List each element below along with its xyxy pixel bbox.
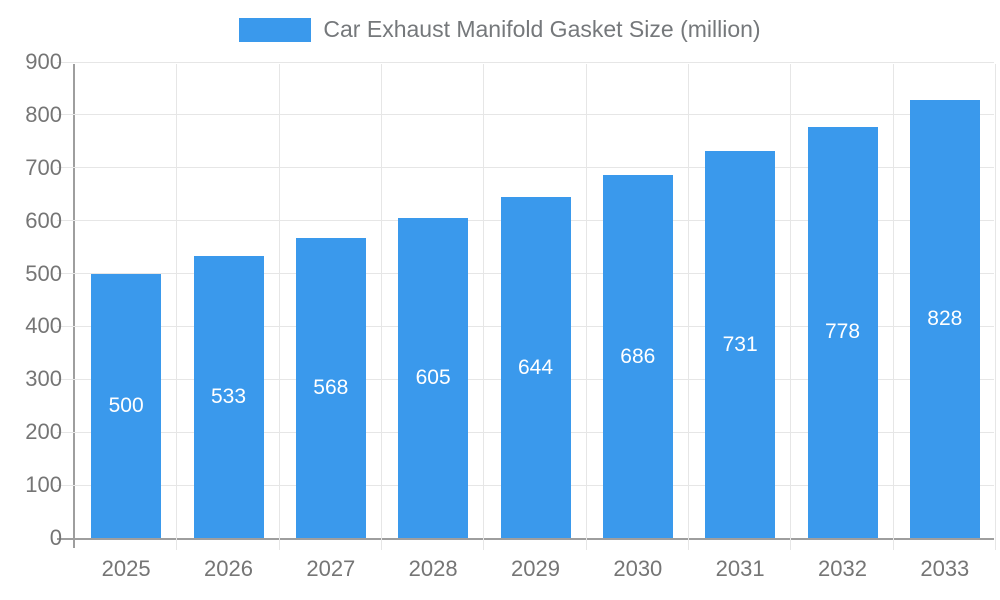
bar[interactable]: 568 — [295, 237, 366, 538]
x-gridline — [688, 64, 689, 550]
y-tick-label: 900 — [25, 49, 62, 74]
y-tick-label: 200 — [25, 419, 62, 445]
bar[interactable]: 500 — [91, 273, 162, 538]
x-tick-label: 2030 — [613, 556, 663, 581]
x-tick-label: 2025 — [101, 556, 151, 581]
bar-value-label: 731 — [722, 332, 758, 356]
plot-area: 0 100 200 300 400 500 600 700 800 900 500 2025 533 20… — [25, 50, 996, 581]
y-tick-label: 100 — [25, 472, 62, 498]
y-tick-label: 600 — [25, 207, 62, 233]
bar[interactable]: 778 — [807, 126, 878, 538]
y-gridline — [57, 167, 994, 169]
y-tick-label: 300 — [25, 366, 62, 392]
y-tick-label: 0 — [49, 525, 62, 550]
bar-value-label: 533 — [210, 385, 247, 409]
y-axis-zero-tick — [73, 538, 75, 548]
legend-swatch-icon — [239, 17, 312, 42]
x-gridline — [176, 64, 178, 550]
bar[interactable]: 605 — [398, 218, 469, 538]
bar[interactable]: 828 — [909, 100, 980, 538]
bar[interactable]: 533 — [193, 256, 264, 538]
y-tick-label: 800 — [25, 101, 62, 127]
x-gridline — [278, 64, 280, 550]
y-tick-label: 700 — [25, 154, 62, 180]
legend-label: Car Exhaust Manifold Gasket Size (millio… — [323, 16, 761, 42]
bar-value-label: 686 — [620, 344, 656, 368]
bar-value-label: 778 — [824, 320, 861, 344]
bar-value-label: 828 — [927, 307, 963, 331]
x-axis-zero-tick — [57, 538, 75, 540]
x-gridline — [995, 64, 996, 550]
bar[interactable]: 644 — [500, 197, 571, 538]
x-gridline — [790, 64, 792, 550]
x-tick-label: 2033 — [920, 556, 970, 581]
legend-item[interactable]: Car Exhaust Manifold Gasket Size (millio… — [239, 16, 761, 43]
x-tick-label: 2027 — [306, 556, 356, 581]
y-tick-label: 500 — [25, 260, 62, 286]
bar-value-label: 644 — [517, 355, 554, 379]
legend: Car Exhaust Manifold Gasket Size (millio… — [0, 16, 1000, 43]
bar[interactable]: 731 — [705, 151, 776, 538]
x-tick-label: 2031 — [715, 556, 765, 581]
x-gridline — [483, 64, 485, 550]
bar-value-label: 605 — [415, 366, 451, 390]
x-tick-label: 2026 — [204, 556, 253, 581]
x-tick-label: 2028 — [408, 556, 458, 581]
bar-value-label: 500 — [108, 393, 144, 417]
y-gridline — [57, 114, 994, 116]
bar[interactable]: 686 — [602, 175, 673, 538]
x-gridline — [585, 64, 587, 550]
x-gridline — [381, 64, 382, 550]
x-tick-label: 2032 — [818, 556, 867, 581]
x-tick-label: 2029 — [511, 556, 560, 581]
bar-value-label: 568 — [313, 375, 349, 399]
y-gridline — [57, 61, 994, 63]
x-gridline — [892, 64, 894, 550]
y-tick-label: 400 — [25, 313, 62, 339]
